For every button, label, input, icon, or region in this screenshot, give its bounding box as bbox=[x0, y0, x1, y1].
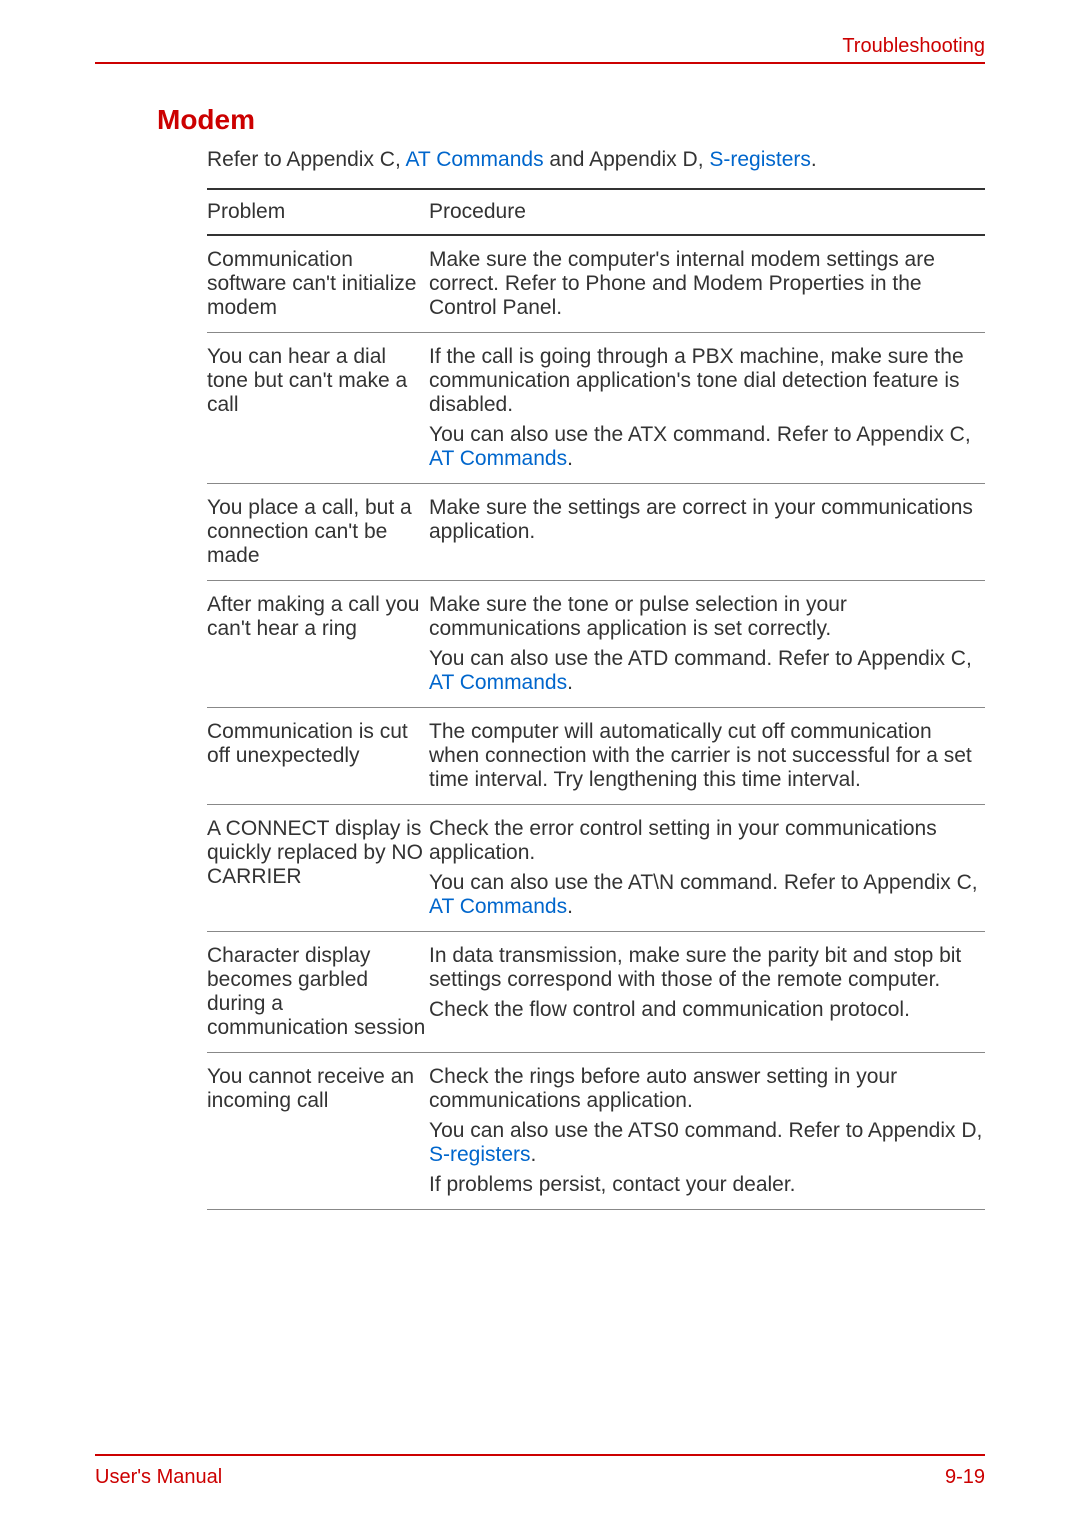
problem-cell: You place a call, but a connection can't… bbox=[207, 496, 429, 568]
procedure-block: You can also use the ATD command. Refer … bbox=[429, 647, 985, 695]
procedure-block: Make sure the tone or pulse selection in… bbox=[429, 593, 985, 641]
procedure-link[interactable]: AT Commands bbox=[429, 671, 567, 694]
procedure-block: You can also use the ATS0 command. Refer… bbox=[429, 1119, 985, 1167]
procedure-text: . bbox=[567, 447, 573, 470]
procedure-cell: Check the error control setting in your … bbox=[429, 817, 985, 919]
procedure-cell: If the call is going through a PBX machi… bbox=[429, 345, 985, 471]
col-header-procedure: Procedure bbox=[429, 200, 985, 224]
procedure-text: You can also use the ATX command. Refer … bbox=[429, 423, 971, 446]
problem-cell: Character display becomes garbled during… bbox=[207, 944, 429, 1040]
table-body: Communication software can't initialize … bbox=[207, 236, 985, 1210]
procedure-block: Make sure the settings are correct in yo… bbox=[429, 496, 985, 544]
procedure-text: You can also use the ATD command. Refer … bbox=[429, 647, 972, 670]
procedure-link[interactable]: S-registers bbox=[429, 1143, 531, 1166]
procedure-text: You can also use the AT\N command. Refer… bbox=[429, 871, 978, 894]
table-row: Communication is cut off unexpectedlyThe… bbox=[207, 708, 985, 805]
problem-cell: You cannot receive an incoming call bbox=[207, 1065, 429, 1197]
intro-text-suffix: . bbox=[811, 148, 817, 171]
procedure-block: You can also use the AT\N command. Refer… bbox=[429, 871, 985, 919]
footer-page-number: 9-19 bbox=[945, 1466, 985, 1489]
procedure-text: . bbox=[531, 1143, 537, 1166]
table-row: Communication software can't initialize … bbox=[207, 236, 985, 333]
procedure-block: Make sure the computer's internal modem … bbox=[429, 248, 985, 320]
section-intro: Refer to Appendix C, AT Commands and App… bbox=[207, 148, 985, 172]
procedure-text: . bbox=[567, 671, 573, 694]
problem-cell: You can hear a dial tone but can't make … bbox=[207, 345, 429, 471]
page: Troubleshooting Modem Refer to Appendix … bbox=[0, 0, 1080, 1529]
link-s-registers[interactable]: S-registers bbox=[709, 148, 811, 171]
intro-text-prefix: Refer to Appendix C, bbox=[207, 148, 405, 171]
procedure-cell: In data transmission, make sure the pari… bbox=[429, 944, 985, 1040]
troubleshooting-table: Problem Procedure Communication software… bbox=[207, 188, 985, 1210]
procedure-text: . bbox=[567, 895, 573, 918]
table-row: You can hear a dial tone but can't make … bbox=[207, 333, 985, 484]
procedure-text: You can also use the ATS0 command. Refer… bbox=[429, 1119, 982, 1142]
procedure-cell: Make sure the settings are correct in yo… bbox=[429, 496, 985, 568]
table-row: You cannot receive an incoming callCheck… bbox=[207, 1053, 985, 1210]
link-at-commands[interactable]: AT Commands bbox=[405, 148, 543, 171]
table-row: After making a call you can't hear a rin… bbox=[207, 581, 985, 708]
procedure-block: In data transmission, make sure the pari… bbox=[429, 944, 985, 992]
procedure-block: Check the flow control and communication… bbox=[429, 998, 985, 1022]
table-row: Character display becomes garbled during… bbox=[207, 932, 985, 1053]
procedure-cell: Check the rings before auto answer setti… bbox=[429, 1065, 985, 1197]
problem-cell: A CONNECT display is quickly replaced by… bbox=[207, 817, 429, 919]
page-footer: User's Manual 9-19 bbox=[95, 1454, 985, 1489]
footer-manual-label: User's Manual bbox=[95, 1466, 222, 1489]
procedure-link[interactable]: AT Commands bbox=[429, 895, 567, 918]
procedure-block: If problems persist, contact your dealer… bbox=[429, 1173, 985, 1197]
procedure-block: Check the rings before auto answer setti… bbox=[429, 1065, 985, 1113]
page-header: Troubleshooting bbox=[95, 35, 985, 64]
header-title: Troubleshooting bbox=[842, 35, 985, 57]
table-row: You place a call, but a connection can't… bbox=[207, 484, 985, 581]
intro-text-mid: and Appendix D, bbox=[544, 148, 710, 171]
procedure-block: Check the error control setting in your … bbox=[429, 817, 985, 865]
procedure-link[interactable]: AT Commands bbox=[429, 447, 567, 470]
procedure-block: If the call is going through a PBX machi… bbox=[429, 345, 985, 417]
problem-cell: Communication is cut off unexpectedly bbox=[207, 720, 429, 792]
table-row: A CONNECT display is quickly replaced by… bbox=[207, 805, 985, 932]
section-title: Modem bbox=[157, 104, 985, 136]
problem-cell: After making a call you can't hear a rin… bbox=[207, 593, 429, 695]
col-header-problem: Problem bbox=[207, 200, 429, 224]
procedure-cell: Make sure the tone or pulse selection in… bbox=[429, 593, 985, 695]
problem-cell: Communication software can't initialize … bbox=[207, 248, 429, 320]
procedure-block: The computer will automatically cut off … bbox=[429, 720, 985, 792]
table-header-row: Problem Procedure bbox=[207, 188, 985, 236]
procedure-block: You can also use the ATX command. Refer … bbox=[429, 423, 985, 471]
procedure-cell: The computer will automatically cut off … bbox=[429, 720, 985, 792]
procedure-cell: Make sure the computer's internal modem … bbox=[429, 248, 985, 320]
